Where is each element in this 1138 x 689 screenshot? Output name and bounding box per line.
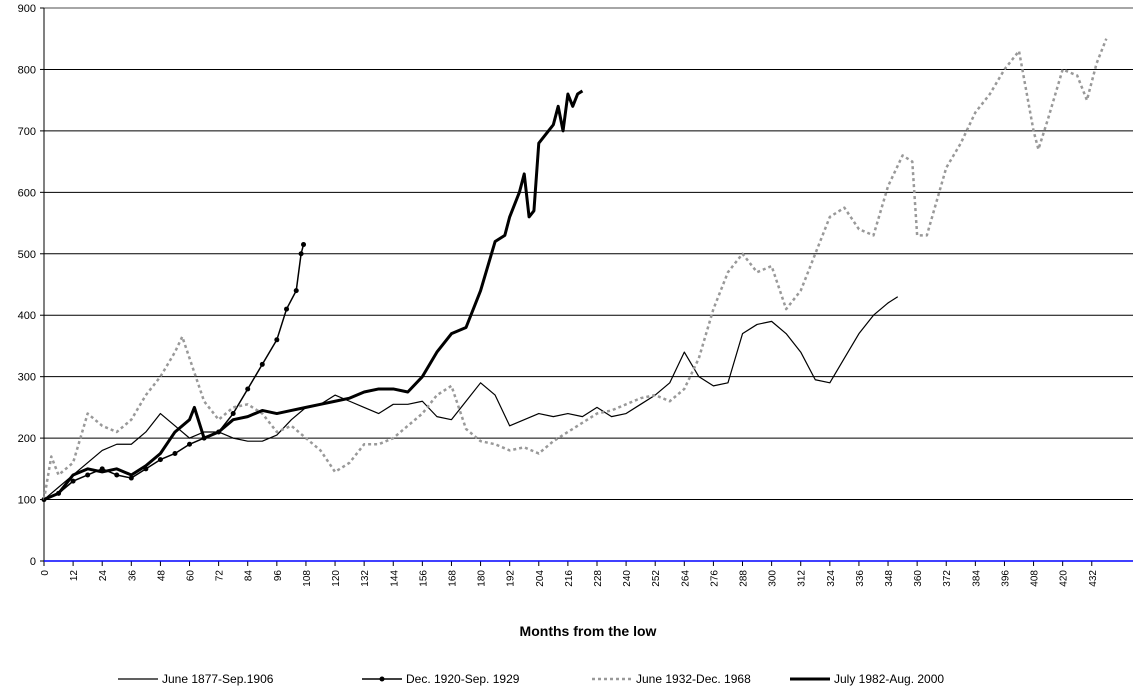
x-tick-label: 204	[535, 570, 546, 587]
y-tick-label: 500	[18, 249, 36, 261]
series-marker	[245, 386, 251, 392]
x-tick-label: 168	[447, 570, 458, 587]
x-tick-label: 84	[244, 570, 255, 582]
series-line	[43, 89, 584, 501]
legend-label: June 1932-Dec. 1968	[636, 672, 751, 686]
x-tick-label: 156	[418, 570, 429, 587]
legend-marker	[379, 676, 385, 682]
x-tick-label: 24	[98, 570, 109, 582]
series-marker	[274, 337, 280, 343]
series-marker	[259, 361, 265, 367]
x-axis-label: Months from the low	[520, 623, 657, 639]
x-tick-label: 240	[622, 570, 633, 587]
series-marker	[157, 457, 163, 463]
legend-label: June 1877-Sep.1906	[162, 672, 274, 686]
x-tick-label: 12	[69, 570, 80, 582]
x-tick-label: 396	[1000, 570, 1011, 587]
series-marker	[301, 242, 307, 248]
legend-label: July 1982-Aug. 2000	[834, 672, 944, 686]
x-tick-label: 348	[884, 570, 895, 587]
x-tick-label: 180	[477, 570, 488, 587]
series-marker	[99, 466, 105, 472]
x-tick-label: 60	[186, 570, 197, 582]
y-tick-label: 600	[18, 187, 36, 199]
x-tick-label: 360	[913, 570, 924, 587]
x-tick-label: 144	[389, 570, 400, 587]
x-tick-label: 192	[506, 570, 517, 587]
x-tick-label: 120	[331, 570, 342, 587]
series-marker	[85, 472, 91, 478]
x-tick-label: 252	[651, 570, 662, 587]
series-marker	[114, 472, 120, 478]
y-tick-label: 900	[18, 3, 36, 15]
y-tick-label: 200	[18, 433, 36, 445]
x-tick-label: 408	[1030, 570, 1041, 587]
y-tick-label: 100	[18, 495, 36, 507]
x-tick-label: 324	[826, 570, 837, 587]
series-marker	[128, 475, 134, 481]
series-line	[43, 296, 899, 501]
x-tick-label: 216	[564, 570, 575, 587]
series-marker	[284, 306, 290, 312]
x-tick-label: 264	[680, 570, 691, 587]
x-tick-label: 432	[1088, 570, 1099, 587]
x-tick-label: 108	[302, 570, 313, 587]
x-tick-label: 312	[797, 570, 808, 587]
series-marker	[187, 441, 193, 447]
y-tick-label: 700	[18, 126, 36, 138]
x-tick-label: 96	[273, 570, 284, 582]
x-tick-label: 48	[156, 570, 167, 582]
series-marker	[230, 411, 236, 417]
series-line	[43, 244, 305, 501]
y-tick-label: 800	[18, 64, 36, 76]
x-tick-label: 132	[360, 570, 371, 587]
series-marker	[293, 288, 299, 294]
x-tick-label: 420	[1059, 570, 1070, 587]
x-tick-label: 300	[768, 570, 779, 587]
x-tick-label: 288	[739, 570, 750, 587]
x-tick-label: 228	[593, 570, 604, 587]
series-marker	[298, 251, 304, 257]
x-tick-label: 372	[942, 570, 953, 587]
series-marker	[172, 450, 178, 456]
x-tick-label: 72	[215, 570, 226, 582]
y-tick-label: 0	[30, 556, 36, 568]
y-tick-label: 400	[18, 310, 36, 322]
series-line	[42, 38, 1108, 500]
x-tick-label: 384	[971, 570, 982, 587]
y-tick-label: 300	[18, 372, 36, 384]
x-tick-label: 0	[40, 570, 51, 576]
x-tick-label: 276	[709, 570, 720, 587]
series-marker	[70, 478, 76, 484]
x-tick-label: 336	[855, 570, 866, 587]
x-tick-label: 36	[127, 570, 138, 582]
legend-label: Dec. 1920-Sep. 1929	[406, 672, 520, 686]
